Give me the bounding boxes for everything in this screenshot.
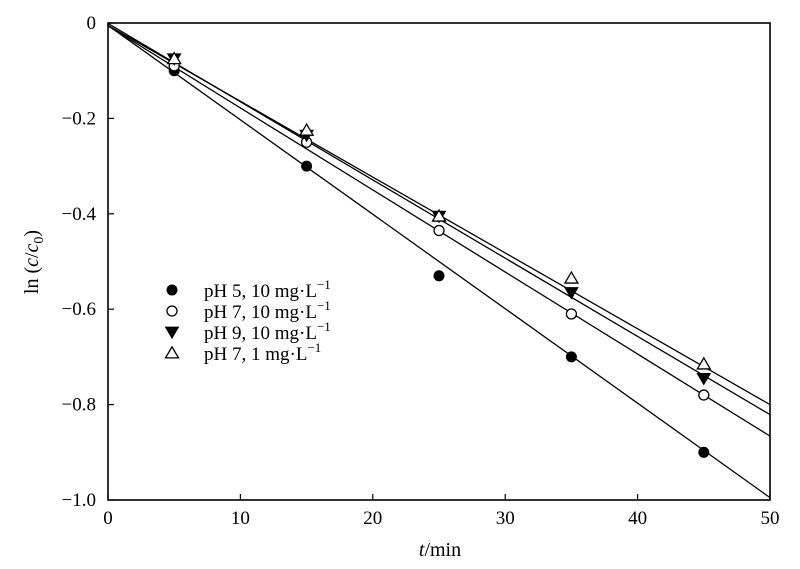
legend-label-superscript: −1 <box>317 319 331 334</box>
fit-line-series-1 <box>108 24 770 499</box>
y-tick-label: −0.2 <box>62 108 96 129</box>
data-point-series-3 <box>696 372 712 386</box>
y-tick-label: −0.8 <box>62 395 96 416</box>
data-point-series-4 <box>696 356 712 370</box>
x-axis-title: t/min <box>419 539 461 561</box>
y-tick-label: −1.0 <box>62 490 96 511</box>
legend-label-text: pH 7, 10 mg·L <box>204 302 317 323</box>
data-point-series-4 <box>431 208 447 222</box>
legend-label-text: pH 7, 1 mg·L <box>204 344 307 365</box>
legend-marker-series-1 <box>166 284 178 296</box>
data-point-series-2 <box>698 389 710 401</box>
data-point-series-2 <box>433 224 445 237</box>
y-tick-label: −0.6 <box>62 299 96 320</box>
y-axis-title-c: c <box>21 258 43 267</box>
legend-marker-series-4 <box>164 345 180 359</box>
legend-label-series-1: pH 5, 10 mg·L−1 <box>204 277 331 302</box>
y-tick-label: −0.4 <box>62 204 97 225</box>
data-point-series-1 <box>433 270 445 282</box>
legend: pH 5, 10 mg·L−1pH 7, 10 mg·L−1pH 9, 10 m… <box>164 277 331 365</box>
legend-label-text: pH 5, 10 mg·L <box>204 281 317 302</box>
legend-label-series-2: pH 7, 10 mg·L−1 <box>204 298 331 323</box>
data-point-series-3 <box>564 287 579 300</box>
legend-label-text: pH 9, 10 mg·L <box>204 323 317 344</box>
legend-label-superscript: −1 <box>307 340 321 355</box>
legend-label-superscript: −1 <box>317 298 331 313</box>
legend-marker-series-2 <box>166 305 178 317</box>
data-point-series-1 <box>565 351 577 363</box>
data-point-series-4 <box>166 51 182 65</box>
x-axis-title-unit: /min <box>424 539 461 561</box>
fit-lines <box>108 23 770 499</box>
data-point-series-2 <box>565 308 578 320</box>
x-axis-title-italic: t <box>419 539 425 561</box>
legend-marker-series-3 <box>164 326 180 340</box>
legend-label-superscript: −1 <box>317 277 331 292</box>
y-axis-title-slash: / <box>21 252 43 258</box>
x-tick-label: 40 <box>628 508 647 529</box>
data-point-series-4 <box>298 122 315 136</box>
y-axis-title-suffix: ) <box>21 230 43 237</box>
legend-label-series-4: pH 7, 1 mg·L−1 <box>204 340 321 365</box>
y-axis-title-prefix: ln ( <box>21 267 43 295</box>
y-axis-title: ln (c/c0) <box>21 230 47 294</box>
y-tick-label: 0 <box>87 13 97 34</box>
axes: 0 10 20 30 40 50 0 −0.2 −0.4 −0.6 −0.8 −1.0 <box>62 13 780 529</box>
data-point-series-4 <box>563 270 580 284</box>
plot-frame <box>107 22 771 501</box>
y-axis-title-c0: c <box>21 243 43 252</box>
y-axis-title-sub: 0 <box>32 237 47 244</box>
x-tick-label: 10 <box>231 508 250 529</box>
data-point-series-1 <box>698 446 710 458</box>
x-tick-label: 20 <box>363 508 382 529</box>
x-tick-label: 50 <box>761 508 780 529</box>
legend-label-series-3: pH 9, 10 mg·L−1 <box>204 319 331 344</box>
data-markers <box>166 51 712 458</box>
x-tick-label: 0 <box>103 508 113 529</box>
x-tick-label: 30 <box>496 508 515 529</box>
data-point-series-1 <box>301 160 313 172</box>
